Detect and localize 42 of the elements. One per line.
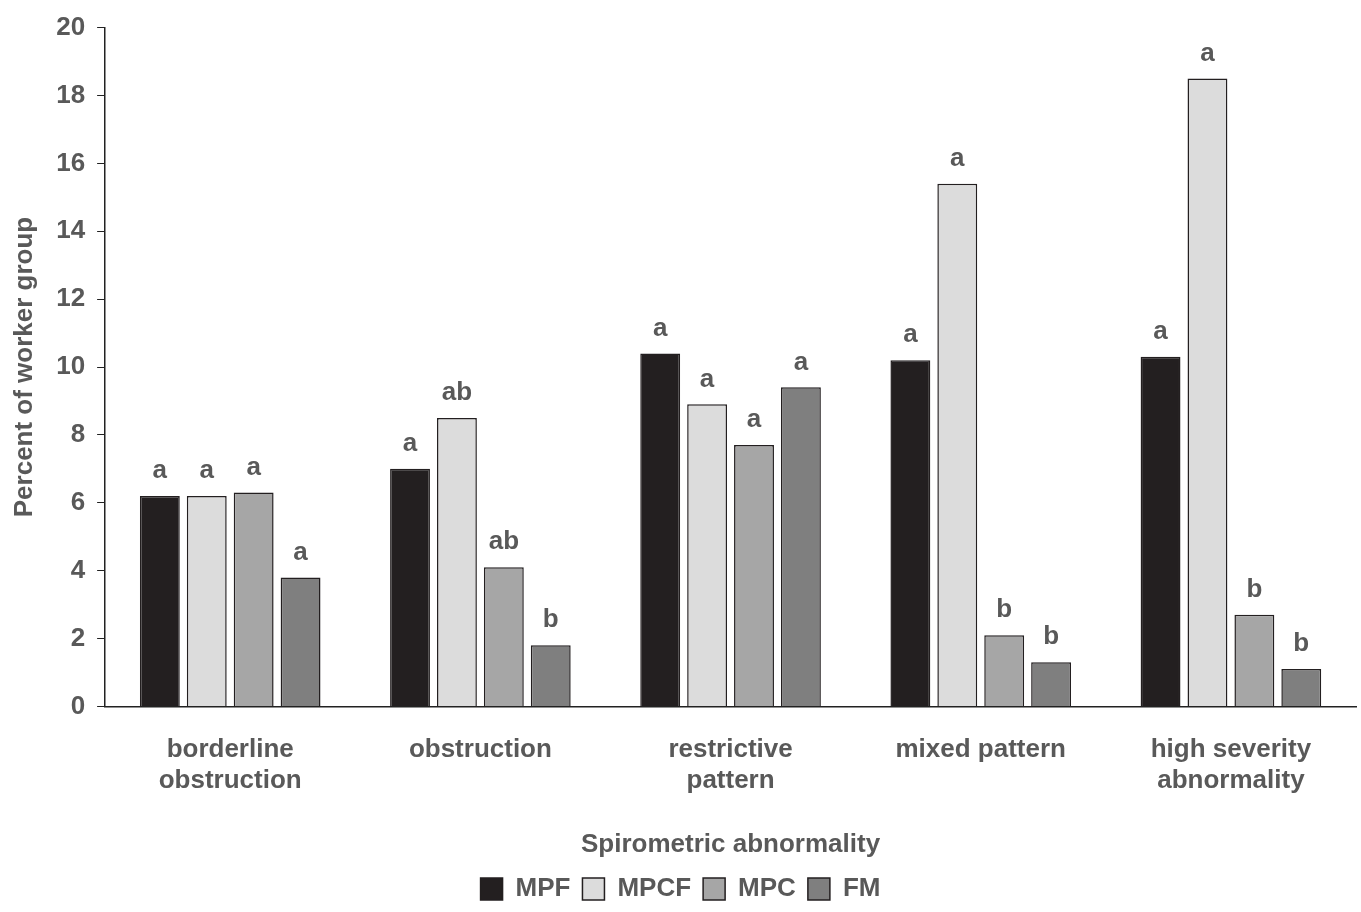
y-tick-label: 4 bbox=[70, 553, 86, 584]
data-label: a bbox=[152, 454, 168, 485]
legend-label: FM bbox=[842, 872, 881, 903]
y-tick-label: 16 bbox=[56, 146, 86, 177]
data-label: ab bbox=[441, 376, 473, 407]
data-label: b bbox=[996, 593, 1013, 624]
data-label: a bbox=[246, 450, 262, 481]
x-axis-title: Spirometric abnormality bbox=[581, 827, 881, 858]
y-tick-label: 18 bbox=[56, 78, 86, 109]
data-label: b bbox=[542, 603, 559, 634]
data-label: a bbox=[746, 403, 762, 434]
data-label: a bbox=[903, 318, 919, 349]
x-tick-label: high severity abnormality bbox=[1150, 733, 1312, 795]
y-tick-label: 0 bbox=[70, 689, 86, 720]
y-axis-title: Percent of worker group bbox=[7, 216, 38, 518]
data-label: a bbox=[293, 535, 309, 566]
x-tick-label: obstruction bbox=[408, 733, 552, 764]
y-tick-label: 8 bbox=[70, 418, 86, 449]
data-label: a bbox=[793, 345, 809, 376]
data-label: a bbox=[402, 426, 418, 457]
data-label: b bbox=[1043, 620, 1060, 651]
y-tick-label: 20 bbox=[56, 10, 86, 41]
x-tick-label: borderline obstruction bbox=[158, 733, 302, 795]
data-label: b bbox=[1293, 627, 1310, 658]
data-label: a bbox=[1153, 314, 1169, 345]
data-label: ab bbox=[488, 525, 520, 556]
data-label: a bbox=[699, 362, 715, 393]
data-label: a bbox=[199, 454, 215, 485]
y-tick-label: 10 bbox=[56, 350, 86, 381]
y-tick-label: 14 bbox=[56, 214, 86, 245]
x-tick-label: mixed pattern bbox=[895, 733, 1066, 764]
data-label: a bbox=[950, 141, 966, 172]
data-label: a bbox=[1200, 36, 1216, 67]
data-label: a bbox=[652, 311, 668, 342]
data-label: b bbox=[1246, 572, 1263, 603]
legend-label: MPC bbox=[738, 872, 797, 903]
y-tick-label: 2 bbox=[70, 621, 86, 652]
y-tick-label: 6 bbox=[70, 485, 86, 516]
legend-label: MPCF bbox=[617, 872, 692, 903]
x-tick-label: restrictive pattern bbox=[668, 733, 793, 795]
legend-label: MPF bbox=[515, 872, 571, 903]
y-tick-label: 12 bbox=[56, 282, 86, 313]
